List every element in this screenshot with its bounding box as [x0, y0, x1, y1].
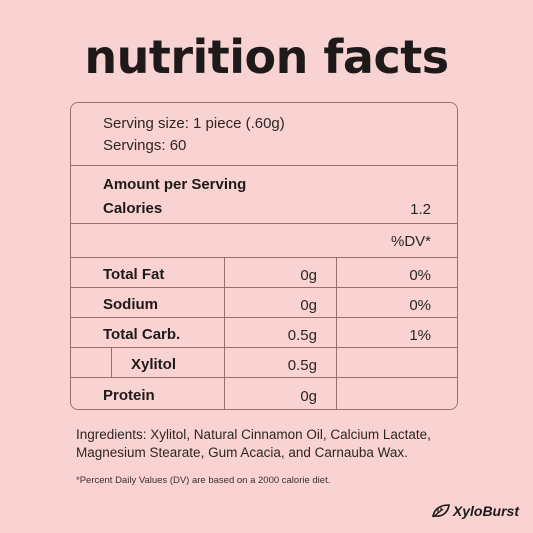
divider	[71, 377, 457, 378]
brand-logo: XyloBurst	[431, 503, 519, 519]
column-divider	[336, 347, 337, 377]
divider	[71, 317, 457, 318]
column-divider	[224, 347, 225, 377]
nutrient-amount: 0g	[300, 297, 317, 314]
serving-size: Serving size: 1 piece (.60g)	[103, 115, 285, 132]
nutrient-name: Sodium	[103, 296, 158, 313]
nutrient-amount: 0.5g	[287, 327, 317, 344]
column-divider	[336, 257, 337, 347]
divider	[71, 223, 457, 224]
column-divider	[224, 257, 225, 347]
servings-count: Servings: 60	[103, 137, 187, 154]
calories-value: 1.2	[410, 201, 431, 218]
page-title: nutrition facts	[84, 30, 449, 84]
divider	[71, 347, 457, 348]
dv-header: %DV*	[390, 233, 431, 250]
nutrition-facts-panel: Serving size: 1 piece (.60g) Servings: 6…	[70, 102, 458, 410]
divider	[71, 287, 457, 288]
column-divider	[336, 377, 337, 410]
nutrient-dv: 0%	[409, 267, 431, 284]
ingredients-text: Ingredients: Xylitol, Natural Cinnamon O…	[76, 427, 431, 460]
nutrient-dv: 1%	[409, 327, 431, 344]
amount-per-serving-header: Amount per Serving	[103, 176, 247, 193]
nutrient-name: Total Fat	[103, 266, 165, 283]
nutrient-amount: 0g	[300, 267, 317, 284]
dv-footnote: *Percent Daily Values (DV) are based on …	[76, 475, 331, 486]
calories-label: Calories	[103, 200, 163, 217]
nutrient-name: Protein	[103, 387, 155, 404]
brand-name: XyloBurst	[452, 503, 519, 519]
leaf-icon	[431, 504, 450, 518]
nutrient-name: Xylitol	[131, 356, 177, 373]
nutrient-dv: 0%	[409, 297, 431, 314]
nutrient-amount: 0g	[300, 388, 317, 405]
divider	[71, 165, 457, 166]
column-divider	[224, 377, 225, 410]
divider	[71, 257, 457, 258]
nutrient-amount: 0.5g	[287, 357, 317, 374]
nutrient-name: Total Carb.	[103, 326, 181, 343]
column-divider	[111, 347, 112, 377]
